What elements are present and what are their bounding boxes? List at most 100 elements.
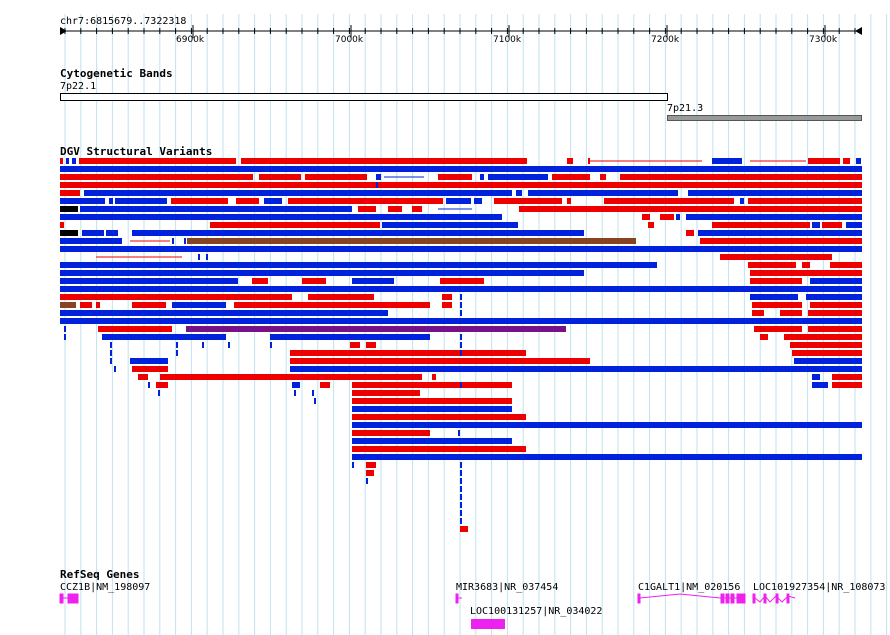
sv-feature: [740, 198, 744, 204]
sv-feature: [60, 158, 63, 164]
sv-feature: [519, 206, 862, 212]
sv-feature: [60, 198, 105, 204]
sv-feature: [110, 350, 112, 356]
sv-feature: [750, 294, 798, 300]
sv-feature: [60, 166, 862, 172]
sv-feature: [806, 294, 862, 300]
sv-feature: [270, 342, 272, 348]
sv-feature: [148, 382, 150, 388]
sv-feature: [460, 486, 462, 492]
sv-feature: [60, 270, 584, 276]
sv-feature: [366, 478, 368, 484]
dgv-features[interactable]: [0, 0, 890, 560]
sv-feature: [60, 294, 292, 300]
sv-feature: [60, 286, 862, 292]
sv-feature: [790, 342, 862, 348]
sv-feature: [60, 182, 862, 188]
gene-c1galt1: [637, 593, 746, 604]
sv-feature: [312, 390, 314, 396]
sv-feature: [171, 198, 228, 204]
sv-feature: [412, 206, 422, 212]
cytoband-7p21-3[interactable]: [667, 115, 862, 121]
band-label: 7p22.1: [60, 81, 97, 92]
sv-feature: [810, 278, 862, 284]
ruler-tick-label: 7100k: [493, 35, 522, 45]
sv-feature: [60, 302, 76, 308]
sv-feature: [79, 158, 236, 164]
cytoband-7p22-1[interactable]: [60, 93, 668, 101]
sv-feature: [604, 198, 734, 204]
sv-feature: [720, 254, 832, 260]
sv-feature: [241, 158, 527, 164]
sv-feature: [446, 198, 471, 204]
sv-feature: [60, 190, 80, 196]
sv-feature: [432, 374, 436, 380]
sv-feature: [82, 230, 104, 236]
sv-feature: [60, 278, 238, 284]
sv-feature: [750, 270, 862, 276]
sv-feature: [460, 470, 462, 476]
sv-feature: [236, 198, 259, 204]
sv-feature: [688, 190, 862, 196]
ruler-tick-label: 7300k: [809, 35, 838, 45]
sv-feature: [438, 174, 472, 180]
sv-feature: [252, 278, 268, 284]
gene-mir3683: [455, 593, 462, 604]
gene-ccz1b: [59, 593, 79, 604]
sv-feature: [812, 222, 820, 228]
sv-feature: [352, 382, 512, 388]
sv-feature: [350, 342, 360, 348]
sv-feature: [352, 398, 512, 404]
sv-feature: [376, 182, 378, 188]
sv-feature: [488, 174, 548, 180]
sv-feature: [460, 342, 462, 348]
sv-feature: [748, 198, 862, 204]
sv-feature: [808, 326, 862, 332]
sv-feature: [588, 158, 590, 164]
sv-feature: [198, 254, 200, 260]
sv-feature: [700, 238, 862, 244]
sv-feature: [808, 310, 862, 316]
sv-feature: [110, 334, 112, 340]
sv-feature: [808, 158, 840, 164]
sv-feature: [752, 310, 764, 316]
sv-feature: [132, 302, 166, 308]
sv-feature: [60, 262, 657, 268]
gene-label-mir3683: MIR3683|NR_037454: [456, 582, 559, 593]
sv-feature: [458, 430, 460, 436]
sv-feature: [352, 462, 354, 468]
sv-feature: [760, 334, 768, 340]
sv-feature: [812, 382, 828, 388]
sv-feature: [102, 334, 226, 340]
gene-label-loc100131257: LOC100131257|NR_034022: [470, 606, 603, 617]
sv-feature: [158, 390, 160, 396]
sv-feature: [106, 230, 118, 236]
sv-feature: [172, 238, 174, 244]
sv-feature: [567, 158, 573, 164]
sv-feature: [460, 526, 468, 532]
sv-feature: [352, 406, 512, 412]
sv-feature: [460, 382, 462, 388]
sv-feature: [115, 198, 167, 204]
sv-feature: [856, 158, 861, 164]
sv-feature: [60, 222, 64, 228]
sv-feature: [516, 190, 522, 196]
sv-feature: [210, 222, 380, 228]
sv-feature: [352, 438, 512, 444]
sv-feature: [60, 318, 862, 324]
sv-feature: [352, 454, 862, 460]
sv-feature: [60, 246, 862, 252]
sv-feature: [302, 278, 326, 284]
sv-feature: [832, 374, 862, 380]
sv-feature: [376, 174, 378, 180]
sv-feature: [642, 214, 650, 220]
sv-feature: [440, 278, 484, 284]
sv-feature: [460, 302, 462, 308]
sv-feature: [294, 390, 296, 396]
sv-feature: [352, 278, 394, 284]
sv-feature: [156, 382, 168, 388]
sv-feature: [567, 198, 571, 204]
ruler-axis[interactable]: [0, 0, 890, 50]
sv-feature: [290, 350, 526, 356]
